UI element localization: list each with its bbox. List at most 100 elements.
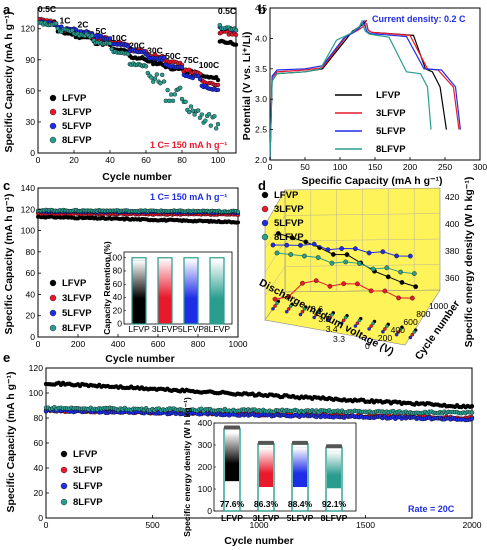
data-point bbox=[158, 81, 163, 86]
panel-c-frame bbox=[37, 187, 239, 338]
data-point bbox=[382, 288, 388, 294]
legend-label: 8LFVP bbox=[376, 144, 406, 155]
rate-label: 2C bbox=[78, 20, 89, 30]
data-point bbox=[154, 72, 159, 77]
data-point bbox=[380, 249, 386, 255]
data-point bbox=[178, 85, 183, 91]
grid-line bbox=[264, 266, 286, 297]
data-point bbox=[407, 253, 413, 259]
x-tick-label: 1000 bbox=[228, 339, 247, 349]
data-point bbox=[187, 109, 192, 115]
data-point bbox=[165, 87, 170, 93]
x-tick-label: 300 bbox=[473, 162, 487, 172]
data-point bbox=[60, 482, 68, 490]
data-point bbox=[315, 255, 321, 260]
data-point bbox=[409, 295, 415, 301]
inset-bar-fade bbox=[158, 258, 172, 298]
x-tick-label: 80 bbox=[177, 155, 187, 165]
data-point bbox=[329, 260, 335, 266]
x-tick-label: 0 bbox=[36, 155, 41, 165]
x-tick-label: 20 bbox=[69, 155, 79, 165]
legend-label: 5LFVP bbox=[73, 481, 103, 492]
y-tick-label: 0 bbox=[30, 332, 35, 342]
inset-tick-label: 60 bbox=[112, 279, 122, 289]
data-point bbox=[303, 239, 309, 245]
floor-point bbox=[326, 318, 330, 323]
y-tick-label: 3.3 bbox=[333, 334, 345, 344]
data-point bbox=[343, 259, 349, 265]
data-point bbox=[399, 280, 405, 285]
retention-label: 88.4% bbox=[288, 499, 313, 509]
data-point bbox=[325, 247, 331, 253]
data-point bbox=[49, 279, 57, 287]
legend-label: 5LFVP bbox=[62, 121, 92, 132]
data-point bbox=[107, 36, 113, 41]
panel-a-ylabel: Specific Capacity (mA h g⁻¹) bbox=[3, 11, 15, 152]
inset-tick-label: 100 bbox=[198, 484, 213, 494]
data-point bbox=[284, 242, 290, 248]
rate-label: 5C bbox=[96, 26, 107, 36]
data-point bbox=[261, 233, 269, 241]
z-tick-label: 360 bbox=[445, 273, 460, 283]
panel-label-c: c bbox=[3, 178, 10, 193]
data-point bbox=[311, 241, 317, 247]
data-point bbox=[341, 281, 347, 287]
inset-bar-outline bbox=[183, 257, 199, 325]
panel-c-ylabel: Specific Capacity (mA h g⁻¹) bbox=[3, 193, 15, 334]
x-tick-label: 60 bbox=[141, 155, 151, 165]
inset-tick-label: 400 bbox=[198, 418, 213, 428]
data-point bbox=[233, 32, 239, 38]
rate-label: 10C bbox=[111, 33, 127, 43]
retention-label: 92.1% bbox=[322, 499, 347, 509]
inset-bar-cap bbox=[224, 425, 240, 430]
floor-point bbox=[298, 312, 303, 317]
x-tick-label: 800 bbox=[416, 309, 431, 319]
panel-b-note: Current density: 0.2 C bbox=[372, 14, 466, 24]
data-point bbox=[288, 252, 294, 257]
panel-c-xlabel: Cycle number bbox=[105, 353, 174, 365]
data-point bbox=[366, 250, 372, 256]
floor-point bbox=[341, 318, 346, 323]
data-point bbox=[411, 271, 417, 276]
rate-label: 100C bbox=[199, 60, 220, 70]
panel-label-d: d bbox=[258, 178, 266, 193]
inset-bar-fade bbox=[225, 432, 239, 464]
panel-b-ylabel: Potential (V vs. Li⁺/Li) bbox=[241, 32, 253, 141]
y-tick-label: 3.4 bbox=[326, 324, 338, 334]
panel-b-chart: 0 50 100 150 200 250 300 2.0 2.5 3.0 3.5 4.0 4.5 LFV… bbox=[241, 3, 487, 187]
rate-label: 75C bbox=[183, 55, 199, 65]
x-tick-label: 500 bbox=[145, 520, 160, 530]
y-tick-label: 4.0 bbox=[255, 33, 267, 43]
inset-ylabel: Specific energy density (W h kg⁻¹) bbox=[182, 397, 192, 537]
charge-curve bbox=[269, 19, 368, 161]
data-point bbox=[370, 266, 376, 272]
data-point bbox=[203, 118, 208, 123]
data-point bbox=[161, 55, 167, 60]
floor-point bbox=[357, 318, 362, 323]
legend-label: 3LFVP bbox=[73, 465, 103, 476]
legend-label: LFVP bbox=[376, 90, 401, 101]
data-point bbox=[215, 82, 221, 88]
floor-point bbox=[371, 321, 375, 326]
data-point bbox=[368, 288, 374, 294]
y-tick-label: 4.5 bbox=[255, 3, 267, 13]
inset-bar-outline bbox=[131, 257, 147, 325]
data-point bbox=[49, 309, 57, 317]
x-tick-label: 200 bbox=[378, 333, 393, 343]
data-point bbox=[274, 250, 280, 256]
data-point bbox=[190, 108, 195, 113]
charge-curve bbox=[269, 19, 365, 161]
data-point bbox=[261, 219, 269, 227]
inset-category-label: LFVP bbox=[221, 513, 243, 523]
inset-category-label: 8LFVP bbox=[321, 513, 348, 523]
panel-label-e: e bbox=[3, 350, 10, 365]
data-point bbox=[394, 253, 399, 259]
inset-bar-fade bbox=[132, 260, 146, 299]
x-tick-label: 400 bbox=[111, 339, 126, 349]
x-tick-label: 200 bbox=[71, 339, 86, 349]
legend-label: 3LFVP bbox=[62, 107, 92, 118]
inset-tick-label: 300 bbox=[198, 440, 213, 450]
data-point bbox=[192, 112, 197, 117]
inset-category-label: 3LFVP bbox=[152, 324, 179, 334]
